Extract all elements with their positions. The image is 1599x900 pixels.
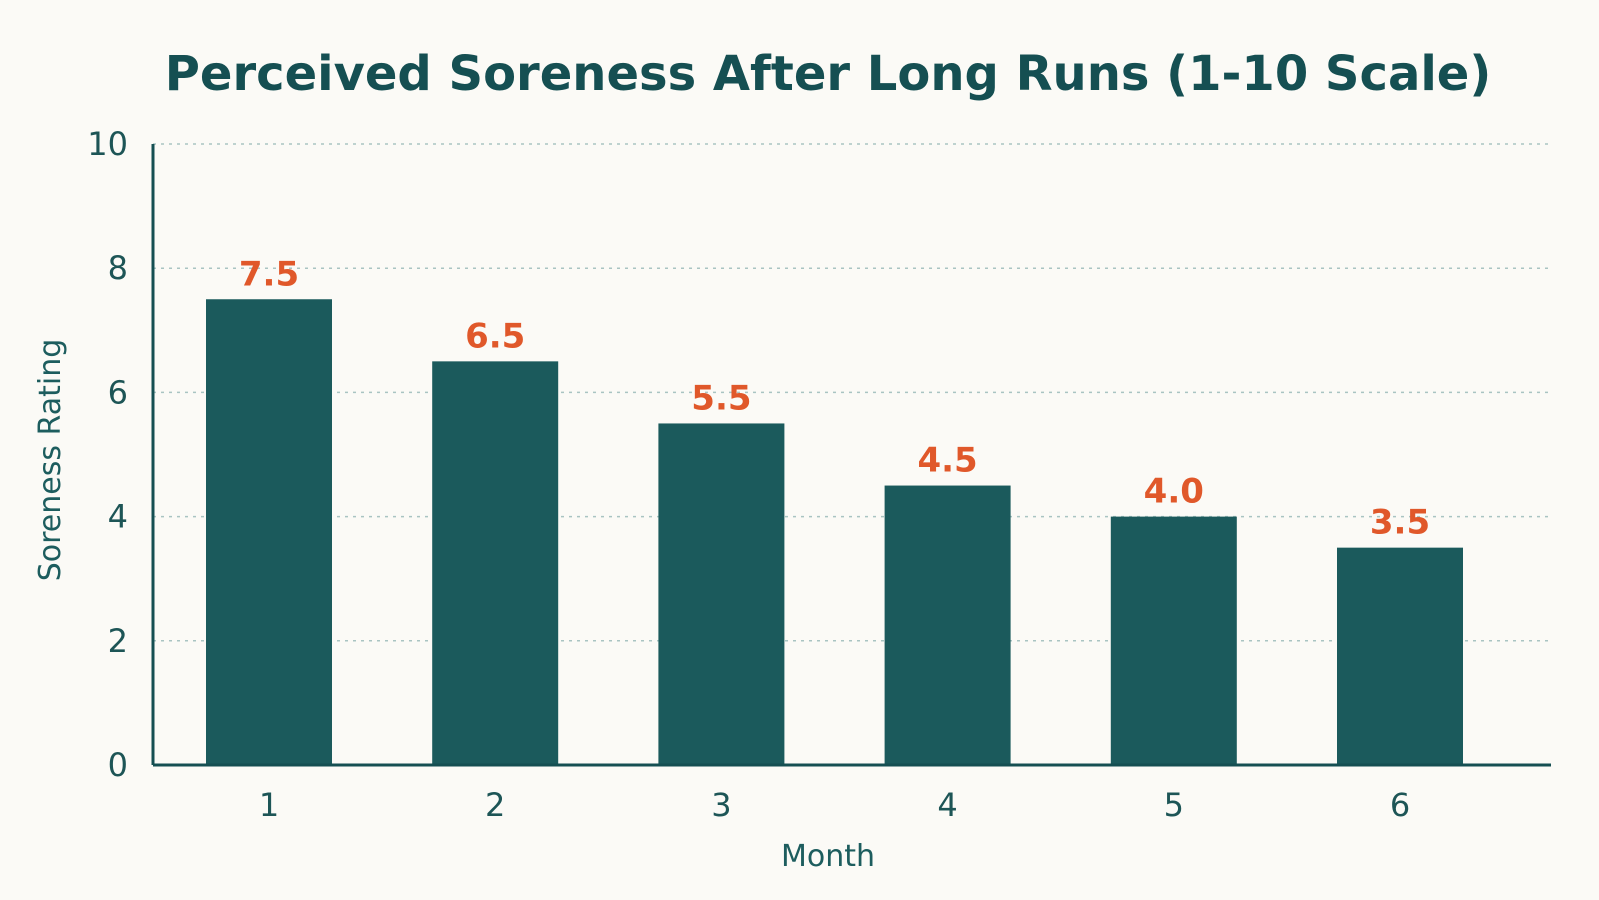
y-tick-label: 2 — [108, 622, 128, 660]
y-tick-label: 8 — [108, 249, 128, 287]
x-axis-ticks: 1 2 3 4 5 6 — [259, 786, 1410, 824]
bar-month-3 — [658, 423, 785, 765]
bars — [206, 299, 1463, 765]
x-tick-label: 1 — [259, 786, 279, 824]
y-axis-ticks: 0 2 4 6 8 10 — [87, 125, 128, 784]
y-tick-label: 6 — [108, 373, 128, 411]
gridlines — [153, 143, 1551, 642]
x-tick-label: 2 — [485, 786, 505, 824]
chart-title: Perceived Soreness After Long Runs (1-10… — [165, 46, 1492, 102]
y-tick-label: 0 — [108, 746, 128, 784]
data-label: 3.5 — [1370, 503, 1430, 543]
x-tick-label: 3 — [711, 786, 731, 824]
x-tick-label: 5 — [1164, 786, 1184, 824]
data-label: 6.5 — [465, 316, 525, 356]
bar-month-4 — [884, 485, 1011, 765]
data-label: 7.5 — [239, 254, 299, 294]
y-axis-label: Soreness Rating — [33, 339, 68, 582]
bar-month-6 — [1337, 547, 1463, 765]
data-label: 4.5 — [917, 441, 977, 481]
y-tick-label: 4 — [108, 498, 128, 536]
y-tick-label: 10 — [87, 125, 128, 163]
data-labels: 7.5 6.5 5.5 4.5 4.0 3.5 — [239, 254, 1430, 542]
data-label: 4.0 — [1144, 472, 1204, 512]
data-label: 5.5 — [691, 378, 751, 418]
x-tick-label: 6 — [1390, 786, 1410, 824]
bar-month-2 — [432, 361, 559, 765]
bar-month-1 — [206, 299, 332, 765]
x-axis-label: Month — [781, 839, 875, 874]
bar-month-5 — [1110, 516, 1237, 765]
x-tick-label: 4 — [937, 786, 957, 824]
